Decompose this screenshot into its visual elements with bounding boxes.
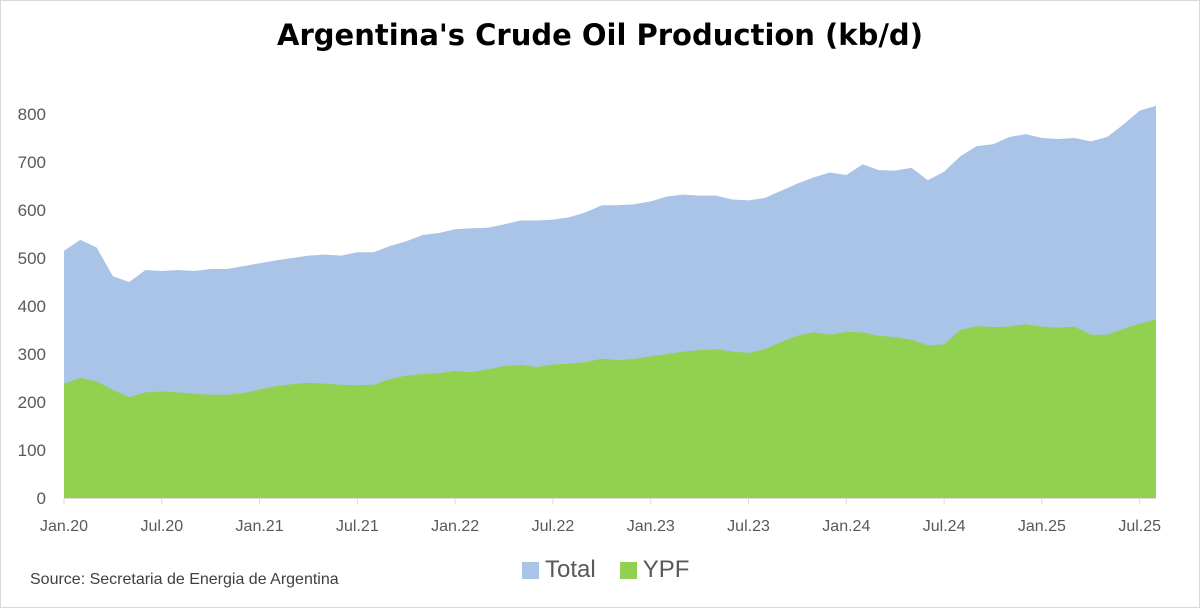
x-tick-label: Jul.20 [140, 518, 183, 535]
chart-title: Argentina's Crude Oil Production (kb/d) [277, 18, 923, 52]
x-tick-label: Jan.21 [236, 518, 284, 535]
x-tick-label: Jul.25 [1118, 518, 1161, 535]
x-tick-label: Jul.23 [727, 518, 770, 535]
area-series-ypf [64, 319, 1156, 498]
x-tick-label: Jul.22 [532, 518, 575, 535]
y-tick-label: 100 [18, 441, 46, 460]
x-tick-label: Jan.22 [431, 518, 479, 535]
legend-label-ypf: YPF [642, 556, 690, 583]
y-tick-label: 300 [18, 345, 46, 364]
x-tick-label: Jul.21 [336, 518, 379, 535]
legend-swatch-ypf [619, 561, 637, 579]
y-tick-label: 800 [18, 105, 46, 124]
y-tick-label: 500 [18, 249, 46, 268]
y-tick-label: 200 [18, 393, 46, 412]
legend-item-total: Total [522, 556, 596, 584]
legend: Total YPF [522, 556, 713, 584]
source-note: Source: Secretaria de Energia de Argenti… [30, 571, 339, 588]
x-tick-label: Jan.24 [822, 518, 870, 535]
x-tick-label: Jan.23 [627, 518, 675, 535]
x-tick-label: Jan.20 [40, 518, 88, 535]
x-tick-label: Jul.24 [923, 518, 966, 535]
legend-label-total: Total [545, 556, 596, 583]
legend-swatch-total [522, 561, 539, 579]
y-tick-label: 700 [18, 153, 46, 172]
y-tick-label: 400 [18, 297, 46, 316]
x-tick-label: Jan.25 [1018, 518, 1066, 535]
legend-item-ypf: YPF [619, 556, 690, 584]
y-tick-label: 0 [37, 489, 46, 508]
y-tick-label: 600 [18, 201, 46, 220]
